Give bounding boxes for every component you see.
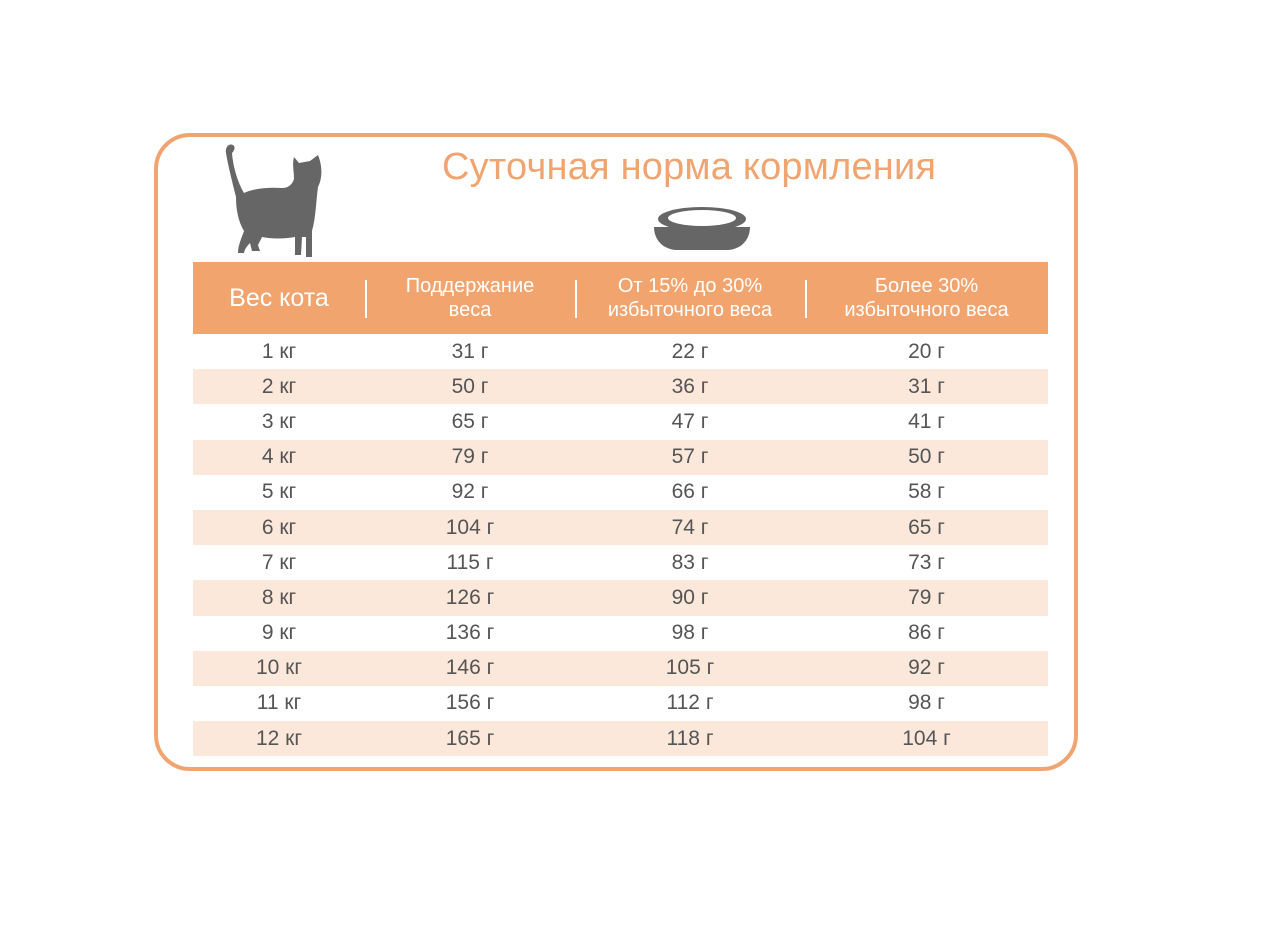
table-row: 5 кг 92 г 66 г 58 г	[193, 475, 1048, 510]
cell-weight: 1 кг	[261, 339, 297, 363]
cell-overweight-30: 20 г	[908, 339, 945, 363]
cell-maintenance: 104 г	[445, 515, 495, 539]
cell-weight: 6 кг	[261, 515, 297, 539]
header-cat-weight: Вес кота	[229, 284, 329, 312]
cell-overweight-30: 98 г	[908, 691, 945, 715]
cell-maintenance: 115 г	[446, 550, 494, 574]
cell-maintenance: 126 г	[445, 585, 495, 609]
table-row: 4 кг 79 г 57 г 50 г	[193, 439, 1048, 475]
cell-maintenance: 92 г	[451, 480, 489, 504]
cell-weight: 11 кг	[256, 691, 302, 715]
cell-weight: 10 кг	[255, 656, 303, 680]
table-row: 3 кг 65 г 47 г 41 г	[193, 404, 1048, 439]
cell-overweight-15-30: 57 г	[671, 445, 709, 469]
cell-weight: 4 кг	[261, 445, 297, 469]
cell-maintenance: 65 г	[451, 409, 489, 433]
header-maintenance: Поддержание веса	[365, 262, 575, 334]
cell-overweight-30: 41 г	[908, 409, 945, 433]
cell-maintenance: 79 г	[451, 445, 489, 469]
cell-overweight-15-30: 112 г	[666, 691, 714, 715]
table-row: 11 кг 156 г 112 г 98 г	[193, 686, 1048, 721]
cell-weight: 12 кг	[255, 726, 303, 750]
cell-overweight-15-30: 66 г	[671, 480, 709, 504]
cell-overweight-15-30: 105 г	[665, 656, 715, 680]
cell-overweight-30: 31 г	[908, 374, 945, 398]
cell-overweight-15-30: 90 г	[671, 585, 709, 609]
header-overweight-30-label: Более 30% избыточного веса	[844, 275, 1009, 321]
table-row: 9 кг 136 г 98 г 86 г	[193, 616, 1048, 651]
bowl-icon	[654, 207, 750, 250]
cell-overweight-30: 65 г	[908, 515, 945, 539]
cell-weight: 8 кг	[261, 585, 297, 609]
cell-overweight-30: 92 г	[908, 656, 945, 680]
cell-weight: 2 кг	[261, 374, 297, 398]
cell-overweight-15-30: 83 г	[671, 550, 709, 574]
cell-overweight-30: 86 г	[908, 621, 945, 645]
table-body: 1 кг 31 г 22 г 20 г 2 кг 50 г 36 г 31 г 3 кг 65 г…	[193, 334, 1048, 757]
cell-maintenance: 146 г	[445, 656, 495, 680]
cell-weight: 3 кг	[261, 409, 297, 433]
cell-weight: 9 кг	[261, 621, 297, 645]
cell-overweight-15-30: 22 г	[671, 339, 709, 363]
cell-weight: 5 кг	[261, 480, 297, 504]
header-overweight-30: Более 30% избыточного веса	[805, 262, 1048, 334]
table-row: 8 кг 126 г 90 г 79 г	[193, 580, 1048, 616]
cell-overweight-15-30: 74 г	[671, 515, 709, 539]
cell-overweight-15-30: 47 г	[671, 409, 709, 433]
table-row: 1 кг 31 г 22 г 20 г	[193, 334, 1048, 369]
cell-weight: 7 кг	[261, 550, 297, 574]
cell-maintenance: 156 г	[445, 691, 495, 715]
feeding-table: Вес кота Поддержание веса От 15% до 30% из…	[193, 262, 1048, 757]
header-maintenance-label: Поддержание веса	[405, 275, 535, 321]
table-row: 7 кг 115 г 83 г 73 г	[193, 545, 1048, 580]
table-row: 6 кг 104 г 74 г 65 г	[193, 509, 1048, 546]
cell-overweight-30: 73 г	[908, 550, 945, 574]
cell-overweight-30: 79 г	[908, 585, 945, 609]
cell-maintenance: 136 г	[445, 621, 495, 645]
table-header: Вес кота Поддержание веса От 15% до 30% из…	[193, 262, 1048, 334]
cat-icon	[225, 144, 322, 257]
header-overweight-15-30-label: От 15% до 30% избыточного веса	[607, 275, 773, 321]
table-row: 2 кг 50 г 36 г 31 г	[193, 369, 1048, 405]
cell-maintenance: 50 г	[451, 374, 489, 398]
cell-overweight-15-30: 118 г	[666, 726, 714, 750]
cell-overweight-30: 104 г	[902, 726, 951, 750]
cell-maintenance: 31 г	[451, 339, 489, 363]
cell-overweight-30: 50 г	[908, 445, 945, 469]
cell-maintenance: 165 г	[445, 726, 495, 750]
cell-overweight-15-30: 98 г	[671, 621, 709, 645]
cell-overweight-15-30: 36 г	[671, 374, 709, 398]
table-row: 10 кг 146 г 105 г 92 г	[193, 650, 1048, 686]
cell-overweight-30: 58 г	[908, 480, 945, 504]
page-title: Суточная норма кормления	[442, 146, 937, 188]
header-overweight-15-30: От 15% до 30% избыточного веса	[575, 262, 805, 334]
table-row: 12 кг 165 г 118 г 104 г	[193, 721, 1048, 757]
